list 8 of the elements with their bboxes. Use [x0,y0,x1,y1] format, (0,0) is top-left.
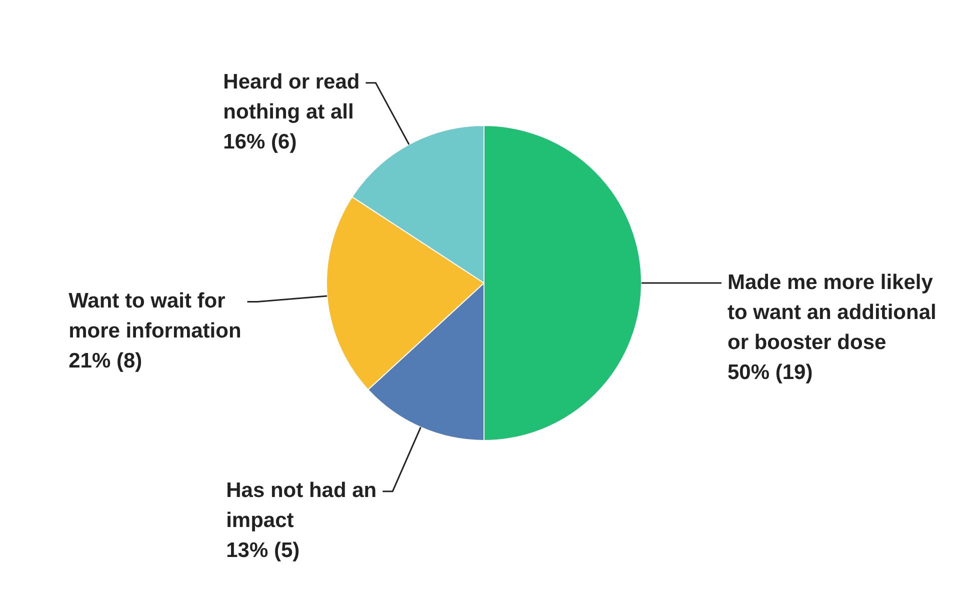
data-label: 50% (19) [728,360,813,384]
data-label: 16% (6) [223,130,297,154]
slice-label: Want to wait for more information [68,290,242,343]
data-label: 13% (5) [226,539,300,562]
slice-label: Heard or read nothing at all [223,70,360,124]
data-label: 21% (8) [68,350,142,373]
slice-label: Made me more likely to want an additional or booster dose [728,270,936,354]
slice-label: Has not had an impact [226,479,377,532]
